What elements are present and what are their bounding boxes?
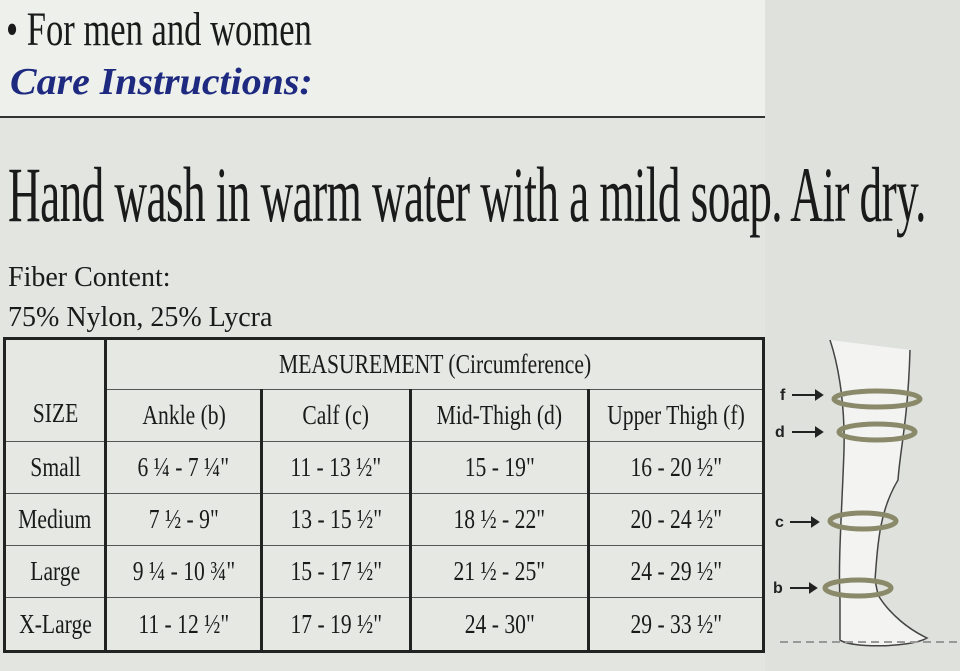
table-row: X-Large 11 - 12 ½" 17 - 19 ½" 24 - 30" 2…: [3, 597, 764, 652]
cell: 11 - 13 ½": [259, 440, 411, 495]
fiber-label: Fiber Content:: [8, 262, 171, 293]
table-row: Large 9 ¼ - 10 ¾" 15 - 17 ½" 21 ½ - 25" …: [3, 545, 764, 599]
label-b: b: [773, 580, 783, 597]
label-c: c: [775, 514, 784, 531]
cell: 15 - 17 ½": [259, 545, 411, 599]
cell: 11 - 12 ½": [105, 597, 262, 652]
cell: 16 - 20 ½": [587, 440, 764, 495]
cell: 17 - 19 ½": [259, 597, 411, 652]
size-cell: X-Large: [3, 597, 108, 652]
cell: 7 ½ - 9": [105, 493, 262, 547]
measurement-header: MEASUREMENT (Circumference): [105, 338, 764, 390]
cell: 6 ¼ - 7 ¼": [105, 440, 262, 495]
top-panel: [0, 0, 765, 118]
leg-measurement-diagram: f d c b: [773, 339, 960, 647]
cell: 9 ¼ - 10 ¾": [105, 545, 262, 599]
bullet-text: • For men and women: [6, 3, 312, 56]
column-header: Calf (c): [259, 389, 411, 442]
ring-d: [836, 421, 918, 443]
label-d: d: [775, 424, 785, 441]
ring-f: [831, 388, 923, 410]
size-cell: Large: [3, 545, 108, 599]
divider: [0, 116, 765, 118]
ring-c: [827, 510, 899, 532]
size-header: SIZE: [3, 338, 108, 442]
fiber-value: 75% Nylon, 25% Lycra: [8, 302, 273, 333]
column-header: Ankle (b): [105, 389, 262, 442]
column-header: Mid-Thigh (d): [408, 389, 590, 442]
ring-b: [822, 577, 894, 599]
label-f: f: [780, 387, 786, 404]
care-text: Hand wash in warm water with a mild soap…: [8, 151, 926, 238]
cell: 21 ½ - 25": [408, 545, 590, 599]
cell: 18 ½ - 22": [408, 493, 590, 547]
care-heading: Care Instructions:: [10, 61, 313, 103]
table-row: Medium 7 ½ - 9" 13 - 15 ½" 18 ½ - 22" 20…: [3, 493, 764, 547]
size-cell: Small: [3, 440, 108, 495]
cell: 13 - 15 ½": [259, 493, 411, 547]
leg-outline: [829, 339, 929, 647]
size-chart-table: SIZE MEASUREMENT (Circumference) Ankle (…: [3, 337, 765, 653]
cell: 24 - 30": [408, 597, 590, 652]
cell: 29 - 33 ½": [587, 597, 764, 652]
size-cell: Medium: [3, 493, 108, 547]
cell: 24 - 29 ½": [587, 545, 764, 599]
cell: 15 - 19": [408, 440, 590, 495]
cell: 20 - 24 ½": [587, 493, 764, 547]
column-header: Upper Thigh (f): [587, 389, 764, 442]
table-row: Small 6 ¼ - 7 ¼" 11 - 13 ½" 15 - 19" 16 …: [3, 440, 764, 495]
